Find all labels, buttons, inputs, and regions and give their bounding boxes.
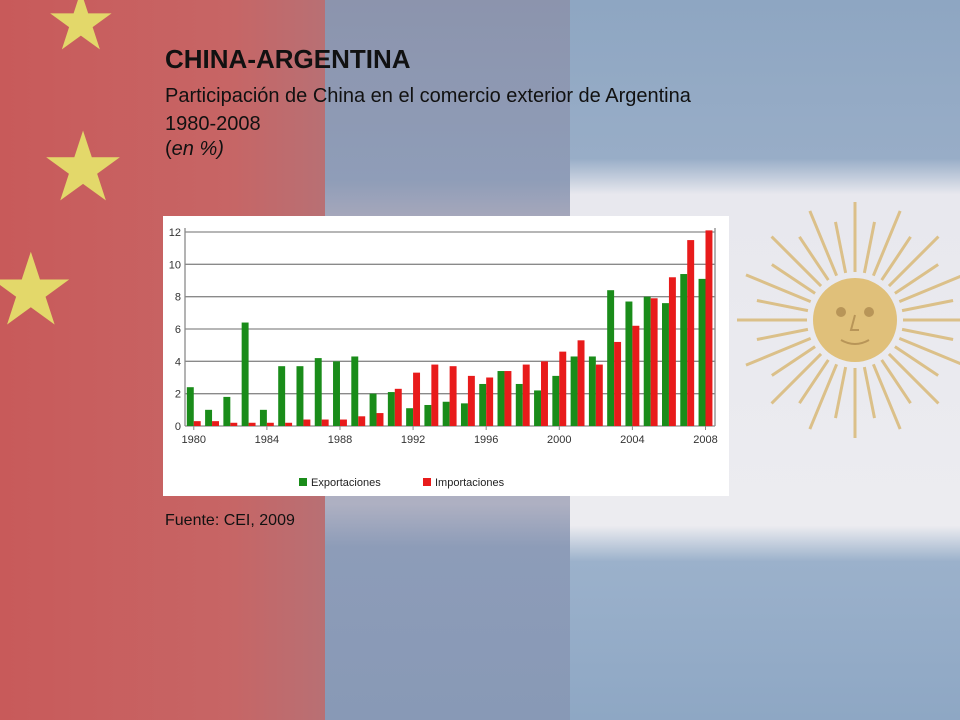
bar-importaciones	[321, 419, 329, 426]
bar-importaciones	[559, 351, 567, 426]
x-tick-label: 1988	[328, 434, 352, 446]
x-tick-label: 1996	[474, 434, 498, 446]
bar-exportaciones	[442, 401, 450, 426]
bar-exportaciones	[515, 383, 523, 426]
bar-exportaciones	[680, 274, 688, 426]
chart-axes: 0 2 4 6 8 10 12 1980 1984 1988 1992 1996 2000 2004 200…	[169, 227, 718, 446]
y-tick-label: 10	[169, 259, 181, 271]
bar-exportaciones	[570, 356, 578, 426]
x-tick-label: 2004	[620, 434, 644, 446]
bar-importaciones	[376, 413, 384, 426]
bar-importaciones	[303, 419, 311, 426]
bar-importaciones	[522, 364, 530, 426]
bar-exportaciones	[351, 356, 359, 426]
bar-exportaciones	[387, 392, 395, 426]
x-tick-label: 1984	[255, 434, 279, 446]
bar-exportaciones	[278, 366, 286, 426]
chart-bars	[186, 230, 713, 426]
bar-exportaciones	[186, 387, 194, 426]
subtitle-line-1: Participación de China en el comercio ex…	[165, 85, 691, 107]
legend-swatch	[423, 478, 431, 486]
y-tick-label: 4	[175, 356, 181, 368]
source-note: Fuente: CEI, 2009	[165, 512, 295, 529]
star-icon: ★	[0, 234, 76, 346]
star-icon: ★	[40, 114, 127, 221]
bar-importaciones	[650, 298, 658, 426]
bar-exportaciones	[259, 409, 267, 426]
bar-importaciones	[467, 375, 475, 426]
subtitle-line-2: 1980-2008	[165, 113, 261, 135]
slide-subtitle: Participación de China en el comercio ex…	[165, 82, 691, 138]
chart-legend: Exportaciones Importaciones	[299, 477, 505, 489]
bar-exportaciones	[369, 393, 377, 426]
bar-exportaciones	[479, 383, 487, 426]
bar-importaciones	[668, 277, 676, 426]
y-tick-label: 2	[175, 389, 181, 401]
bar-exportaciones	[241, 322, 249, 426]
bar-exportaciones	[552, 375, 560, 426]
bar-exportaciones	[662, 303, 669, 426]
bar-importaciones	[285, 422, 293, 426]
legend-swatch	[299, 478, 307, 486]
bar-exportaciones	[205, 409, 213, 426]
bar-importaciones	[431, 364, 439, 426]
y-tick-label: 6	[175, 324, 181, 336]
unit-label: (en %)	[165, 138, 224, 161]
bar-importaciones	[705, 230, 713, 426]
sun-of-may-icon	[737, 202, 960, 438]
x-tick-label: 2008	[693, 434, 717, 446]
bar-importaciones	[687, 240, 695, 426]
legend-label: Importaciones	[435, 477, 505, 489]
y-tick-label: 12	[169, 227, 181, 239]
chart-container: 0 2 4 6 8 10 12 1980 1984 1988 1992 1996 2000 2004 200…	[163, 216, 729, 496]
bar-importaciones	[266, 422, 274, 426]
bar-importaciones	[541, 361, 548, 426]
y-tick-label: 8	[175, 292, 181, 304]
bar-importaciones	[248, 422, 256, 426]
bar-importaciones	[577, 340, 585, 426]
bar-exportaciones	[625, 301, 633, 426]
bar-exportaciones	[296, 366, 304, 426]
unit-open: (	[165, 138, 172, 160]
bar-exportaciones	[460, 403, 468, 426]
bar-importaciones	[614, 341, 622, 426]
bar-exportaciones	[424, 404, 432, 426]
bar-importaciones	[394, 388, 402, 426]
bar-exportaciones	[643, 296, 651, 426]
bar-exportaciones	[314, 358, 322, 426]
bar-exportaciones	[607, 290, 615, 426]
bar-exportaciones	[698, 278, 706, 426]
star-icon: ★	[45, 0, 117, 66]
bar-importaciones	[449, 366, 457, 426]
y-tick-label: 0	[175, 421, 181, 433]
slide-title: CHINA-ARGENTINA	[165, 44, 411, 74]
x-tick-label: 1992	[401, 434, 425, 446]
bar-importaciones	[413, 372, 421, 426]
bar-exportaciones	[223, 396, 231, 426]
bar-importaciones	[358, 416, 366, 426]
bar-importaciones	[486, 377, 494, 426]
bar-importaciones	[230, 422, 238, 426]
bar-importaciones	[632, 325, 640, 426]
bar-importaciones	[595, 364, 603, 426]
bar-importaciones	[212, 421, 219, 426]
legend-label: Exportaciones	[311, 477, 381, 489]
unit-italic: en %)	[171, 138, 224, 160]
bar-exportaciones	[333, 361, 340, 426]
bar-importaciones	[339, 419, 347, 426]
bar-exportaciones	[406, 408, 414, 426]
bar-chart: 0 2 4 6 8 10 12 1980 1984 1988 1992 1996 2000 2004 200…	[169, 227, 718, 489]
x-tick-label: 1980	[182, 434, 206, 446]
bar-importaciones	[193, 421, 201, 426]
bar-importaciones	[504, 371, 512, 426]
bar-exportaciones	[497, 371, 505, 426]
bar-exportaciones	[588, 356, 596, 426]
bar-exportaciones	[534, 390, 542, 426]
x-tick-label: 2000	[547, 434, 571, 446]
